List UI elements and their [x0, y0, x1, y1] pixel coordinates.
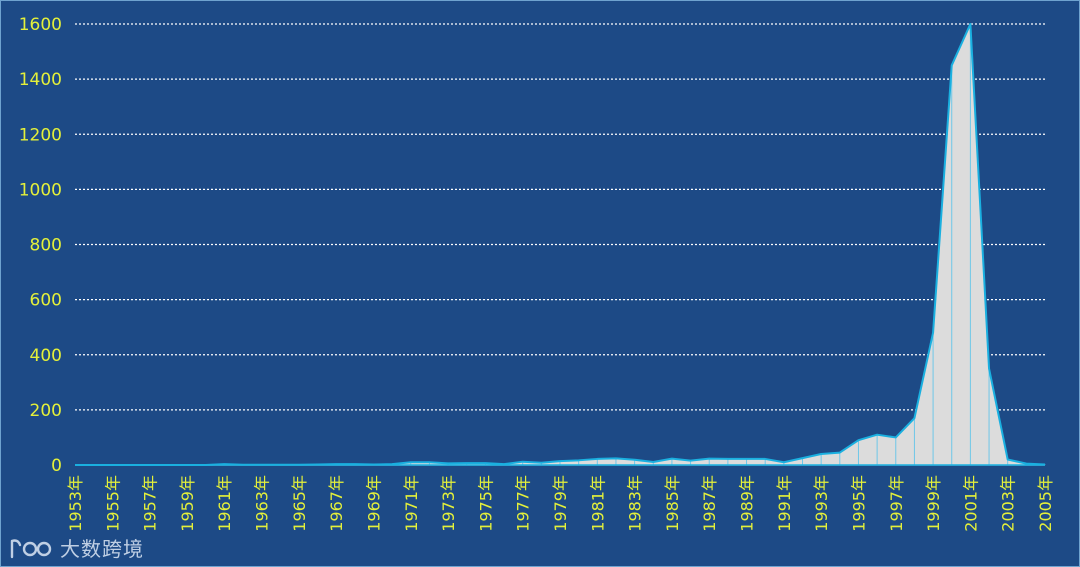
- brand-logo-icon: [10, 538, 52, 558]
- x-tick-label: 1967年: [327, 475, 346, 532]
- x-tick-label: 1971年: [402, 475, 421, 532]
- y-tick-label: 200: [30, 401, 62, 421]
- x-tick-label: 1965年: [290, 475, 309, 532]
- x-tick-label: 1991年: [775, 475, 794, 532]
- x-tick-label: 1973年: [439, 475, 458, 532]
- y-axis-tick-labels: 0 200 400 600 800 1000 1200 1400 1600: [19, 15, 62, 476]
- x-tick-label: 2003年: [999, 475, 1018, 532]
- y-tick-label: 1200: [19, 125, 62, 145]
- watermark-text: 大数跨境: [60, 537, 144, 561]
- x-tick-label: 1989年: [738, 475, 757, 532]
- x-tick-label: 1995年: [849, 475, 868, 532]
- x-tick-label: 1979年: [551, 475, 570, 532]
- watermark: 大数跨境: [8, 533, 144, 562]
- x-tick-label: 1993年: [812, 475, 831, 532]
- y-tick-label: 400: [30, 346, 62, 366]
- y-tick-label: 600: [30, 291, 62, 311]
- y-tick-label: 0: [51, 456, 62, 476]
- x-tick-label: 1975年: [476, 475, 495, 532]
- x-tick-label: 1953年: [66, 475, 85, 532]
- x-tick-label: 1959年: [178, 475, 197, 532]
- x-tick-label: 1985年: [663, 475, 682, 532]
- y-tick-label: 1400: [19, 70, 62, 90]
- x-tick-label: 1955年: [103, 475, 122, 532]
- x-tick-label: 1983年: [626, 475, 645, 532]
- x-tick-label: 1963年: [253, 475, 272, 532]
- x-tick-label: 1961年: [215, 475, 234, 532]
- area-series: [75, 23, 1046, 466]
- x-tick-label: 1987年: [700, 475, 719, 532]
- area-fill: [75, 24, 1045, 465]
- gridlines: [75, 23, 1045, 466]
- x-tick-label: 1981年: [588, 475, 607, 532]
- x-tick-label: 1969年: [364, 475, 383, 532]
- x-tick-label: 1999年: [924, 475, 943, 532]
- x-tick-label: 1957年: [141, 475, 160, 532]
- x-tick-label: 2005年: [1036, 475, 1055, 532]
- x-axis-tick-labels: 1953年 1955年 1957年 1959年 1961年 1963年 1965年 1967年…: [66, 475, 1055, 532]
- x-tick-label: 2001年: [961, 475, 980, 532]
- y-tick-label: 1000: [19, 180, 62, 200]
- x-tick-label: 1997年: [887, 475, 906, 532]
- x-tick-label: 1977年: [514, 475, 533, 532]
- y-tick-label: 800: [30, 236, 62, 256]
- y-tick-label: 1600: [19, 15, 62, 35]
